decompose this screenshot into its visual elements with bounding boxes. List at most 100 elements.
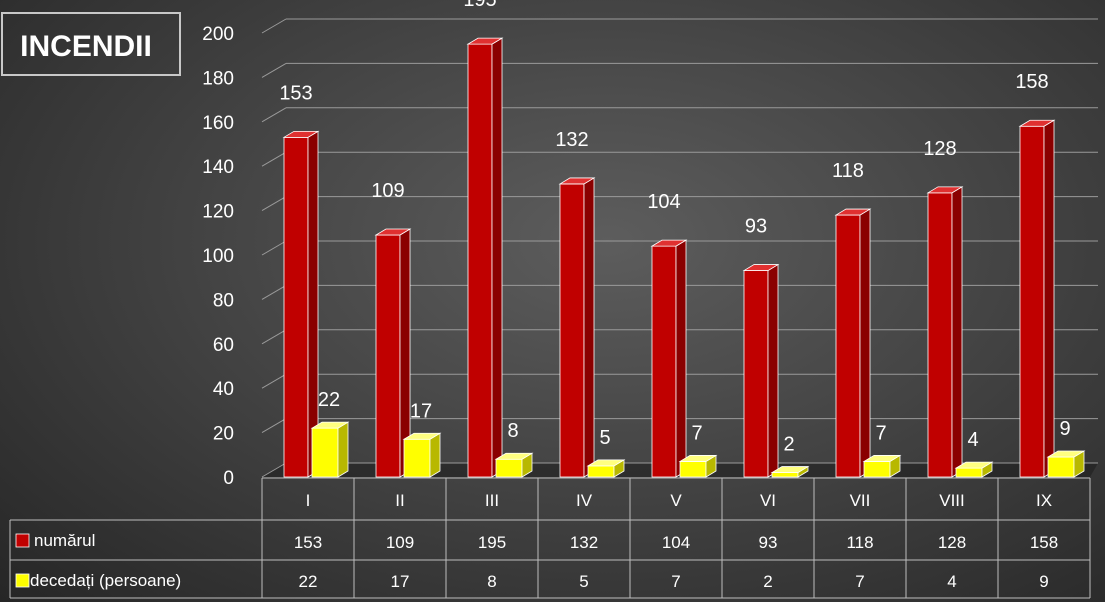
data-label-numarul: 109	[371, 180, 404, 202]
bar-numarul-side	[491, 37, 503, 478]
chart-title: INCENDII	[20, 30, 152, 63]
data-labels: 153 22 109 17 195 8 132 5 104 7 93 2 118 7 128 4 158 9	[279, 0, 1070, 456]
data-label-numarul: 153	[279, 82, 312, 104]
bar-numarul-top	[834, 208, 872, 216]
table-cell-numarul: 93	[759, 533, 778, 552]
table-cell-decedati: 4	[947, 572, 956, 591]
legend-label-decedati: decedați (persoane)	[30, 571, 181, 590]
bar-numarul-front	[375, 234, 401, 478]
bar-numarul	[374, 228, 412, 478]
bar-numarul-front	[283, 136, 309, 478]
bar-decedati-side	[337, 421, 349, 478]
bar-decedati-front	[587, 465, 615, 478]
bar-decedati	[402, 432, 442, 478]
bar-decedati-front	[771, 472, 799, 478]
bar-numarul	[926, 186, 964, 478]
bar-decedati-front	[1047, 456, 1075, 478]
table-cell-numarul: 118	[846, 533, 873, 552]
data-label-decedati: 17	[410, 400, 432, 422]
data-label-numarul: 158	[1015, 71, 1048, 93]
gridline-slant	[261, 151, 287, 167]
table-cell-decedati: 22	[299, 572, 318, 591]
table-cell-decedati: 2	[763, 572, 772, 591]
data-label-decedati: 7	[875, 422, 886, 444]
y-tick-label: 60	[213, 335, 234, 356]
bar-numarul	[650, 239, 688, 478]
bar-decedati	[494, 452, 534, 478]
x-tick-label: II	[395, 491, 404, 510]
bar-decedati	[954, 461, 994, 478]
bar-numarul-top	[1018, 119, 1056, 127]
bar-numarul-top	[374, 228, 412, 236]
bar-decedati-front	[495, 458, 523, 478]
bar-numarul	[834, 208, 872, 478]
bar-numarul-top	[650, 239, 688, 247]
bar-numarul-front	[743, 270, 769, 478]
bar-numarul	[466, 37, 504, 478]
x-tick-label: VI	[760, 491, 776, 510]
bar-numarul-side	[583, 177, 595, 478]
y-tick-label: 200	[202, 24, 234, 45]
y-tick-label: 180	[202, 68, 234, 89]
data-label-decedati: 2	[783, 434, 794, 456]
gridline-slant	[261, 62, 287, 78]
data-label-numarul: 195	[463, 0, 496, 11]
bar-numarul-side	[859, 208, 871, 478]
table-cell-numarul: 158	[1030, 533, 1058, 552]
gridline-slant	[261, 18, 287, 34]
table-cell-decedati: 17	[391, 572, 410, 591]
data-label-numarul: 118	[832, 160, 864, 182]
bar-numarul-side	[675, 239, 687, 478]
bar-numarul-side	[1043, 119, 1055, 478]
table-cell-numarul: 104	[662, 533, 690, 552]
bar-numarul-side	[951, 186, 963, 478]
gridline-slant	[261, 107, 287, 123]
bar-decedati-top	[494, 452, 534, 460]
x-tick-label: VIII	[939, 491, 965, 510]
gridline-slant	[261, 373, 287, 389]
bar-decedati-top	[954, 461, 994, 469]
x-tick-label: I	[306, 491, 311, 510]
title-frame	[1, 12, 181, 76]
bar-numarul-front	[1019, 125, 1045, 478]
y-tick-label: 140	[202, 157, 234, 178]
bar-decedati	[678, 454, 718, 478]
bars	[282, 37, 1086, 478]
bar-decedati-front	[311, 427, 339, 478]
gridline-slant	[261, 240, 287, 256]
x-tick-label: III	[485, 491, 499, 510]
bar-decedati-top	[402, 432, 442, 440]
y-tick-label: 40	[213, 379, 234, 400]
y-tick-label: 20	[213, 424, 234, 445]
y-tick-label: 120	[202, 202, 234, 223]
data-label-decedati: 8	[507, 420, 518, 442]
bar-numarul-top	[558, 177, 596, 185]
y-axis: 0 20 40 60 80 100 120 140 160 180 200	[202, 24, 234, 489]
bar-numarul-side	[767, 263, 779, 478]
bar-decedati-top	[1046, 450, 1086, 458]
bar-decedati	[586, 459, 626, 478]
data-label-decedati: 9	[1059, 418, 1070, 440]
table-cell-decedati: 9	[1039, 572, 1048, 591]
gridline-slant	[261, 284, 287, 300]
y-tick-label: 160	[202, 113, 234, 134]
bar-decedati-front	[955, 467, 983, 478]
bar-decedati-side	[429, 432, 441, 478]
bar-numarul-front	[927, 192, 953, 478]
gridline-slant	[261, 196, 287, 212]
table-cell-decedati: 7	[855, 572, 864, 591]
x-tick-label: IV	[576, 491, 593, 510]
table-cell-decedati: 7	[671, 572, 680, 591]
data-label-decedati: 5	[599, 427, 610, 449]
table-cell-decedati: 5	[579, 572, 588, 591]
x-tick-label: IX	[1036, 491, 1052, 510]
data-label-decedati: 22	[318, 389, 340, 411]
bar-numarul-top	[282, 130, 320, 138]
table-cell-numarul: 132	[570, 533, 598, 552]
chart-title-box: INCENDII	[1, 12, 181, 76]
bar-decedati-front	[863, 461, 891, 478]
table-cell-numarul: 128	[938, 533, 966, 552]
legend-swatch-decedati	[15, 573, 30, 588]
data-table: I 153 22 II 109 17 III 195 8 IV 132 5 V 104 7 VI 93 2 VII 1…	[9, 477, 1091, 599]
